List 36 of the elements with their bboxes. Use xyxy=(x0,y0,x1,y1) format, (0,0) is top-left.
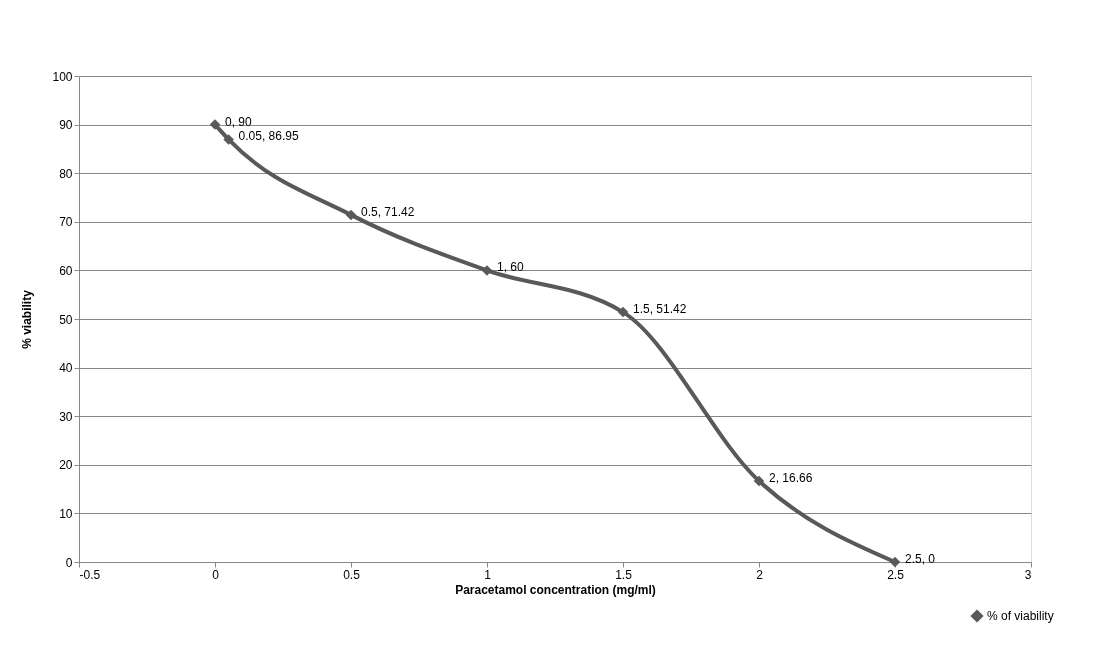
data-label: 2.5, 0 xyxy=(905,552,936,566)
x-tick-label: 0.5 xyxy=(343,567,361,582)
y-tick-label: 60 xyxy=(59,263,73,278)
data-label: 0.05, 86.95 xyxy=(238,129,299,144)
data-label: 1, 60 xyxy=(497,260,525,275)
data-label: 1.5, 51.42 xyxy=(633,302,687,317)
y-tick-label: 100 xyxy=(52,69,73,84)
y-tick-label: 50 xyxy=(59,312,73,327)
y-tick-label: 0 xyxy=(65,555,73,570)
point xyxy=(889,556,901,568)
point xyxy=(617,306,629,318)
data-label: 0, 90 xyxy=(225,114,253,129)
x-axis-title: Paracetamol concentration (mg/ml) xyxy=(455,582,656,597)
point xyxy=(481,265,493,276)
x-tick-label: 3 xyxy=(1024,567,1032,582)
legend-label: % of viability xyxy=(987,609,1054,623)
point xyxy=(209,119,221,130)
data-label: 2, 16.66 xyxy=(769,471,813,486)
point xyxy=(223,134,234,145)
y-tick-label: 70 xyxy=(59,215,73,230)
data-label: 0.5, 71.42 xyxy=(361,204,415,219)
x-tick-label: 2.5 xyxy=(887,567,905,582)
y-tick-label: 10 xyxy=(59,506,73,521)
y-tick-label: 20 xyxy=(59,458,73,473)
x-tick-label: -0.5 xyxy=(79,567,101,582)
y-tick-label: 90 xyxy=(59,118,73,133)
x-tick-label: 0 xyxy=(212,567,220,582)
y-tick-label: 80 xyxy=(59,166,73,181)
point xyxy=(345,209,357,221)
x-tick-label: 1.5 xyxy=(615,567,633,582)
y-axis-title: % viability xyxy=(20,289,35,349)
y-tick-label: 40 xyxy=(59,361,73,376)
y-tick-label: 30 xyxy=(59,409,73,424)
x-tick-label: 2 xyxy=(756,567,764,582)
x-tick-label: 1 xyxy=(484,567,492,582)
point xyxy=(753,475,765,487)
